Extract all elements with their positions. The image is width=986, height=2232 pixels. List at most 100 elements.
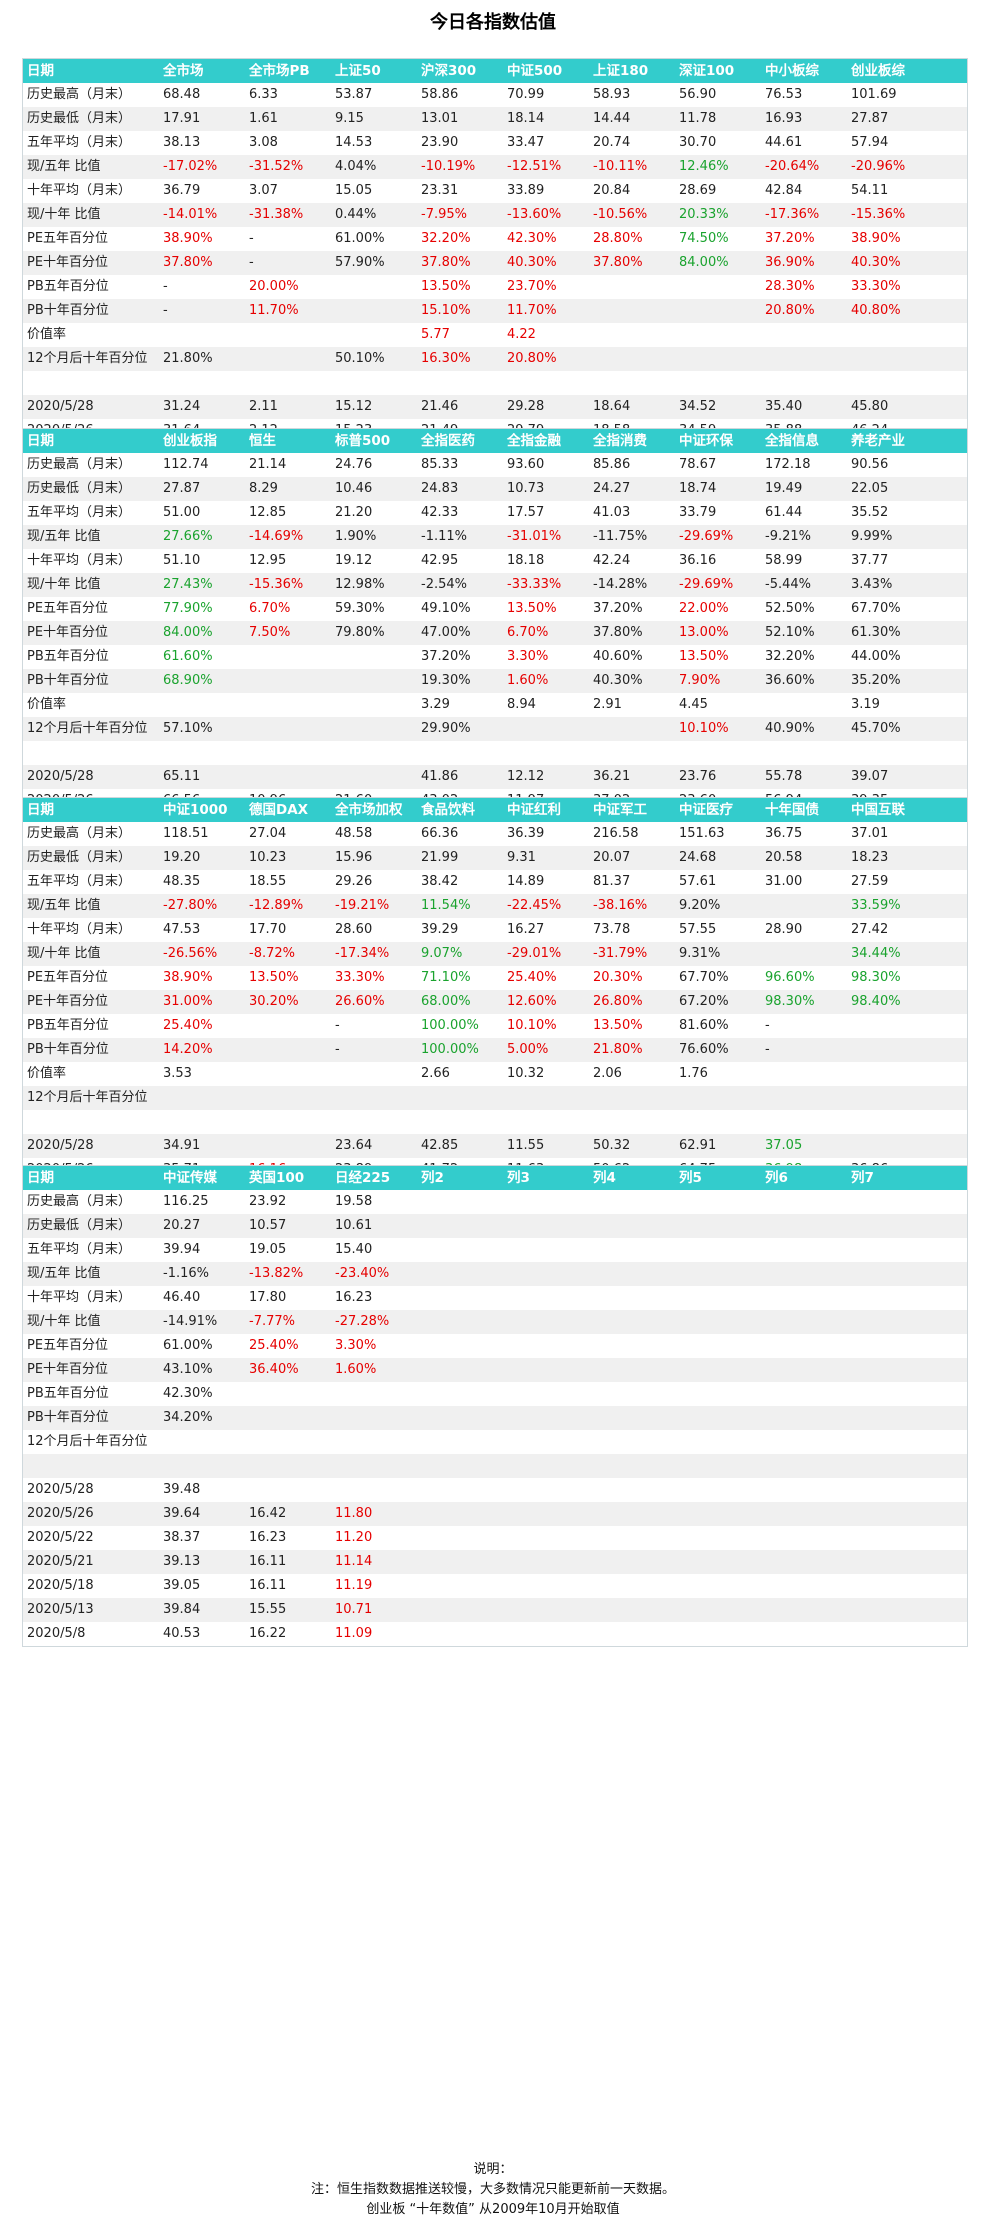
table-cell: 98.30% bbox=[765, 994, 815, 1009]
table-cell: 29.26 bbox=[335, 874, 373, 889]
table-cell: 67.70% bbox=[679, 970, 729, 985]
row-label: 2020/5/28 bbox=[27, 1138, 94, 1153]
valuation-table: 日期 中证传媒 英国100 日经225 列2 列3 列4 列5 列6 列7 历史最高（月末） 116.… bbox=[22, 1165, 968, 1647]
column-header: 列6 bbox=[765, 1170, 788, 1186]
table-cell: 18.55 bbox=[249, 874, 287, 889]
table-cell: 40.60% bbox=[593, 649, 643, 664]
row-label: 历史最高（月末） bbox=[27, 826, 132, 841]
table-cell: 84.00% bbox=[163, 625, 213, 640]
row-label: 现/十年 比值 bbox=[27, 1314, 101, 1329]
table-row: 2020/5/13 39.84 15.55 10.71 bbox=[23, 1598, 967, 1622]
table-cell: 57.61 bbox=[679, 874, 717, 889]
table-row: PE十年百分位 37.80% - 57.90% 37.80% 40.30% 37.80% 84… bbox=[23, 251, 967, 275]
table-cell: 8.29 bbox=[249, 481, 278, 496]
column-header: 列4 bbox=[593, 1170, 616, 1186]
row-label: PB五年百分位 bbox=[27, 649, 109, 664]
table-row bbox=[23, 741, 967, 765]
table-cell: 37.77 bbox=[851, 553, 889, 568]
table-cell: 3.08 bbox=[249, 135, 278, 150]
table-cell: -10.19% bbox=[421, 159, 476, 174]
table-cell: 18.64 bbox=[593, 399, 631, 414]
table-cell: 65.11 bbox=[163, 769, 201, 784]
table-cell: -7.77% bbox=[249, 1314, 295, 1329]
table-cell: -27.28% bbox=[335, 1314, 390, 1329]
table-cell: - bbox=[163, 303, 168, 318]
row-label: 2020/5/18 bbox=[27, 1578, 94, 1593]
table-header-row: 日期 中证传媒 英国100 日经225 列2 列3 列4 列5 列6 列7 bbox=[23, 1166, 967, 1190]
table-row: PB十年百分位 34.20% bbox=[23, 1406, 967, 1430]
table-cell: 21.80% bbox=[163, 351, 213, 366]
table-cell: 10.71 bbox=[335, 1602, 373, 1617]
table-cell: 34.44% bbox=[851, 946, 901, 961]
table-row: 2020/5/28 65.11 41.86 12.12 36.21 23.76 55.78 3… bbox=[23, 765, 967, 789]
table-cell: 32.20% bbox=[765, 649, 815, 664]
table-cell: 85.86 bbox=[593, 457, 631, 472]
table-cell: 40.30% bbox=[507, 255, 557, 270]
table-cell: 11.09 bbox=[335, 1626, 373, 1641]
table-cell: 15.12 bbox=[335, 399, 373, 414]
table-cell: 44.00% bbox=[851, 649, 901, 664]
table-cell: 73.78 bbox=[593, 922, 631, 937]
table-cell: 1.76 bbox=[679, 1066, 708, 1081]
table-cell: 35.20% bbox=[851, 673, 901, 688]
row-label: 2020/5/28 bbox=[27, 1482, 94, 1497]
table-cell: 39.84 bbox=[163, 1602, 201, 1617]
table-cell: 18.18 bbox=[507, 553, 545, 568]
table-cell: 50.10% bbox=[335, 351, 385, 366]
table-cell: 19.49 bbox=[765, 481, 803, 496]
table-row bbox=[23, 1110, 967, 1134]
table-cell: 24.27 bbox=[593, 481, 631, 496]
table-cell: -14.01% bbox=[163, 207, 218, 222]
table-cell: 21.80% bbox=[593, 1042, 643, 1057]
table-cell: 36.21 bbox=[593, 769, 631, 784]
table-header-row: 日期 全市场 全市场PB 上证50 沪深300 中证500 上证180 深证100 中小板综 创业… bbox=[23, 59, 967, 83]
table-cell: 40.80% bbox=[851, 303, 901, 318]
table-row: PE十年百分位 84.00% 7.50% 79.80% 47.00% 6.70% 37.80… bbox=[23, 621, 967, 645]
table-cell: 36.75 bbox=[765, 826, 803, 841]
table-cell: 98.40% bbox=[851, 994, 901, 1009]
table-cell: 47.00% bbox=[421, 625, 471, 640]
table-row: 2020/5/22 38.37 16.23 11.20 bbox=[23, 1526, 967, 1550]
table-cell: -29.69% bbox=[679, 577, 734, 592]
table-cell: 48.35 bbox=[163, 874, 201, 889]
row-label: 12个月后十年百分位 bbox=[27, 351, 148, 366]
table-cell: 11.80 bbox=[335, 1506, 373, 1521]
table-cell: 19.58 bbox=[335, 1194, 373, 1209]
column-header: 全指金融 bbox=[507, 433, 561, 449]
table-cell: 54.11 bbox=[851, 183, 889, 198]
table-row: 价值率 5.77 4.22 bbox=[23, 323, 967, 347]
row-label: PE五年百分位 bbox=[27, 601, 109, 616]
table-cell: 20.30% bbox=[593, 970, 643, 985]
table-cell: 13.50% bbox=[421, 279, 471, 294]
table-cell: 15.40 bbox=[335, 1242, 373, 1257]
table-cell: 61.00% bbox=[163, 1338, 213, 1353]
table-cell: 68.48 bbox=[163, 87, 201, 102]
table-cell: 18.23 bbox=[851, 850, 889, 865]
table-cell: 2.91 bbox=[593, 697, 622, 712]
table-cell: 38.90% bbox=[163, 970, 213, 985]
table-row: PB十年百分位 14.20% - 100.00% 5.00% 21.80% 76.60% - bbox=[23, 1038, 967, 1062]
table-cell: 151.63 bbox=[679, 826, 725, 841]
table-cell: 57.94 bbox=[851, 135, 889, 150]
row-label: 价值率 bbox=[27, 697, 67, 712]
table-cell: 20.74 bbox=[593, 135, 631, 150]
table-cell: 68.00% bbox=[421, 994, 471, 1009]
table-row: PE五年百分位 38.90% - 61.00% 32.20% 42.30% 28.80% 74… bbox=[23, 227, 967, 251]
table-cell: 20.80% bbox=[507, 351, 557, 366]
table-cell: 20.84 bbox=[593, 183, 631, 198]
row-label: 2020/5/21 bbox=[27, 1554, 94, 1569]
table-row: 历史最高（月末） 112.74 21.14 24.76 85.33 93.60 85.86 7… bbox=[23, 453, 967, 477]
table-row: 历史最高（月末） 118.51 27.04 48.58 66.36 36.39 216.58… bbox=[23, 822, 967, 846]
table-cell: -9.21% bbox=[765, 529, 811, 544]
table-cell: 2.06 bbox=[593, 1066, 622, 1081]
table-row: 现/十年 比值 -14.91% -7.77% -27.28% bbox=[23, 1310, 967, 1334]
column-header: 英国100 bbox=[249, 1170, 305, 1186]
table-cell: 34.20% bbox=[163, 1410, 213, 1425]
table-cell: 28.80% bbox=[593, 231, 643, 246]
table-cell: 38.90% bbox=[851, 231, 901, 246]
table-cell: 29.28 bbox=[507, 399, 545, 414]
table-cell: 36.16 bbox=[679, 553, 717, 568]
table-cell: 23.76 bbox=[679, 769, 717, 784]
row-label: 12个月后十年百分位 bbox=[27, 1090, 148, 1105]
table-row: PE十年百分位 31.00% 30.20% 26.60% 68.00% 12.60% 26.… bbox=[23, 990, 967, 1014]
